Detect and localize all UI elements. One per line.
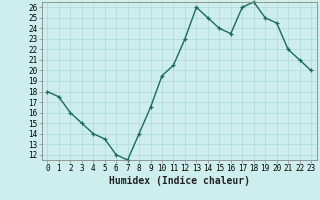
X-axis label: Humidex (Indice chaleur): Humidex (Indice chaleur) [109, 176, 250, 186]
